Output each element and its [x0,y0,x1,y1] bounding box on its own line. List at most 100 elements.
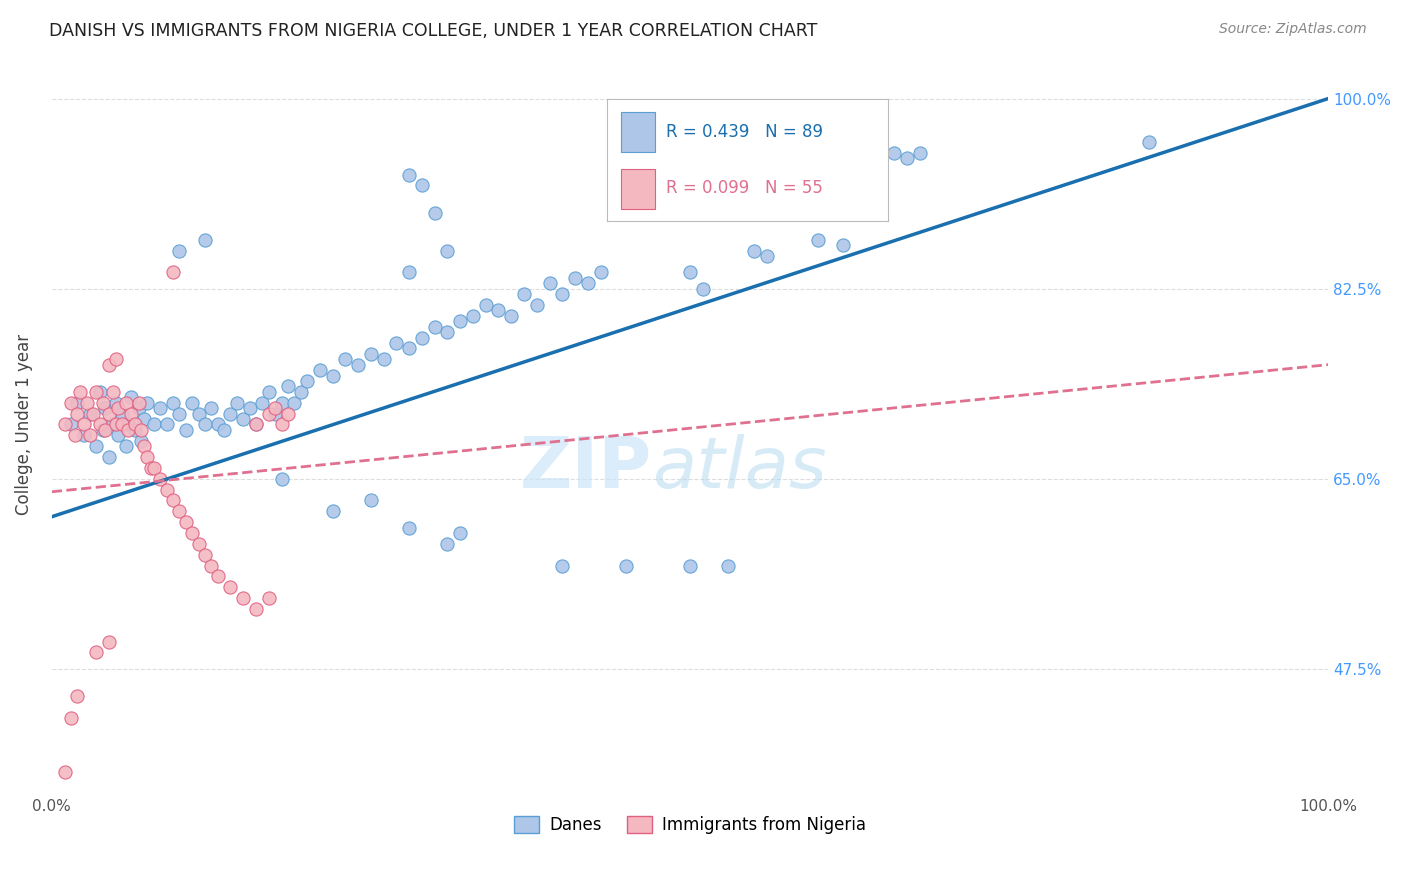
Point [461,309,484,323]
Point [66,407,89,421]
Point [257,407,280,421]
Text: Source: ZipAtlas.com: Source: ZipAtlas.com [1219,22,1367,37]
Point [107,428,129,442]
Point [679,265,702,279]
Point [120,390,142,404]
Point [474,298,496,312]
Y-axis label: College, Under 1 year: College, Under 1 year [15,334,32,515]
Point [73,428,96,442]
Point [264,401,287,416]
Point [149,472,172,486]
Point [277,379,299,393]
Point [98,358,121,372]
Point [76,395,98,409]
Point [270,472,292,486]
Point [107,401,129,416]
Point [174,423,197,437]
Point [104,417,127,432]
Point [132,439,155,453]
Point [73,417,96,432]
Point [59,395,82,409]
Point [245,417,267,432]
Point [124,423,146,437]
Point [79,407,101,421]
Point [169,504,191,518]
Point [277,407,299,421]
Point [449,526,471,541]
Point [117,417,139,432]
Point [194,233,217,247]
Point [69,384,91,399]
Point [142,460,165,475]
Point [232,591,254,606]
Point [98,634,121,648]
Point [755,249,778,263]
Point [264,407,287,421]
Point [257,384,280,399]
Point [1139,135,1161,149]
Point [156,483,179,497]
Point [89,417,111,432]
Point [423,319,446,334]
Point [156,417,179,432]
Point [308,363,330,377]
Point [551,287,574,301]
Point [63,428,86,442]
Point [187,407,209,421]
Point [385,335,408,350]
Point [101,384,124,399]
Point [128,395,150,409]
Point [82,407,104,421]
Point [91,395,114,409]
Point [896,151,918,165]
Point [270,417,292,432]
Point [232,412,254,426]
Point [207,417,229,432]
Point [194,417,217,432]
Point [398,265,420,279]
Point [169,244,191,258]
Point [114,395,136,409]
Point [141,460,163,475]
Point [219,407,242,421]
Text: DANISH VS IMMIGRANTS FROM NIGERIA COLLEGE, UNDER 1 YEAR CORRELATION CHART: DANISH VS IMMIGRANTS FROM NIGERIA COLLEG… [49,22,817,40]
Point [194,548,217,562]
Point [360,493,382,508]
Point [257,591,280,606]
Point [59,417,82,432]
Point [436,537,458,551]
Point [111,417,134,432]
Point [79,428,101,442]
Point [717,558,740,573]
Point [86,645,108,659]
Point [94,401,117,416]
Point [488,303,510,318]
Point [129,434,152,448]
Point [98,407,121,421]
Point [883,145,905,160]
Point [252,395,274,409]
Point [104,395,127,409]
Point [449,314,471,328]
Point [589,265,612,279]
Point [806,233,828,247]
Point [908,145,931,160]
Point [526,298,548,312]
Point [692,282,714,296]
Point [86,439,108,453]
Point [322,504,344,518]
Point [162,493,184,508]
Point [149,401,172,416]
Point [136,395,159,409]
Point [98,450,121,464]
Point [538,277,561,291]
Point [398,168,420,182]
Point [200,558,222,573]
Point [111,407,134,421]
Point [411,330,433,344]
Point [501,309,523,323]
Point [212,423,235,437]
Point [219,580,242,594]
Point [398,520,420,534]
Point [53,764,76,779]
